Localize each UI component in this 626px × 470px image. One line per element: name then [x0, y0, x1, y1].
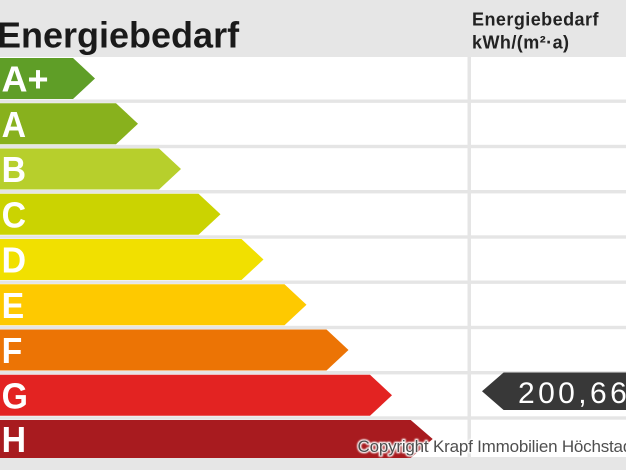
svg-text:F: F: [2, 331, 23, 371]
svg-text:Energiebedarf: Energiebedarf: [0, 14, 240, 55]
svg-text:H: H: [2, 420, 26, 460]
svg-text:A+: A+: [2, 59, 49, 100]
svg-text:Copyright Krapf Immobilien Höc: Copyright Krapf Immobilien Höchstadt: [358, 437, 626, 456]
svg-text:200,66: 200,66: [518, 377, 626, 410]
svg-text:A: A: [2, 105, 26, 145]
svg-text:Energiebedarf: Energiebedarf: [472, 10, 599, 30]
svg-text:D: D: [2, 241, 26, 281]
svg-text:C: C: [2, 195, 26, 235]
svg-text:B: B: [2, 150, 26, 190]
svg-text:G: G: [2, 376, 28, 416]
svg-text:E: E: [2, 286, 25, 326]
svg-text:Copyright Krapf Immobilien Höc: Copyright Krapf Immobilien Höchstadt: [358, 437, 626, 456]
svg-text:kWh/(m²·a): kWh/(m²·a): [472, 33, 570, 53]
